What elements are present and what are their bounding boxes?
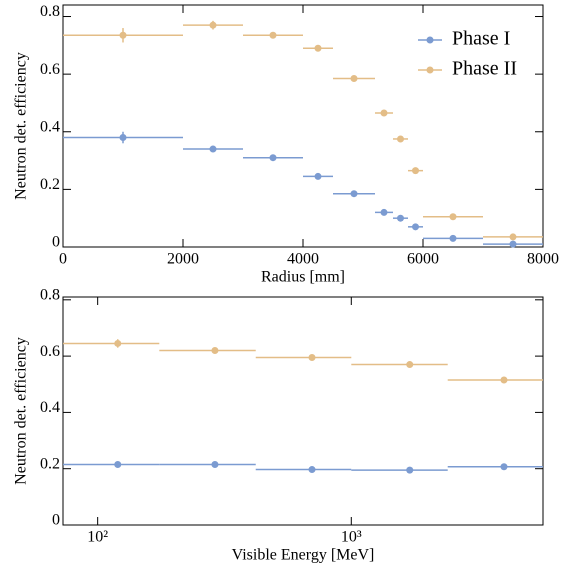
x-tick-label: 6000 <box>407 251 439 268</box>
point <box>119 31 127 39</box>
y-tick-label: 0.2 <box>40 455 60 472</box>
point <box>397 214 404 222</box>
x-tick-label: 2000 <box>167 251 199 268</box>
x-tick-label: 10² <box>87 529 108 546</box>
point <box>350 74 358 82</box>
point <box>211 460 219 468</box>
point <box>500 463 508 471</box>
y-tick-label: 0.4 <box>40 118 60 135</box>
point <box>406 361 414 369</box>
point <box>114 460 122 468</box>
legend-label: Phase I <box>452 28 510 50</box>
point <box>509 240 517 248</box>
y-tick-label: 0 <box>52 512 60 529</box>
point <box>380 208 388 216</box>
y-tick-label: 0.2 <box>40 176 60 193</box>
y-tick-label: 0.6 <box>40 61 60 78</box>
x-tick-label: 8000 <box>527 251 559 268</box>
point <box>209 145 217 153</box>
point <box>449 213 457 221</box>
legend-marker <box>426 36 434 44</box>
x-axis-label: Radius [mm] <box>261 269 345 286</box>
point <box>350 190 358 198</box>
point <box>509 233 517 241</box>
point <box>314 44 322 52</box>
x-tick-label: 0 <box>59 251 67 268</box>
y-tick-label: 0.8 <box>40 286 60 303</box>
point <box>269 154 277 162</box>
x-axis-label: Visible Energy [MeV] <box>232 547 375 564</box>
point <box>308 354 316 362</box>
point <box>380 109 388 117</box>
x-tick-label: 10³ <box>341 529 362 546</box>
point <box>209 21 217 29</box>
point <box>397 135 404 143</box>
point <box>269 31 277 39</box>
y-tick-label: 0 <box>52 234 60 251</box>
point <box>119 134 127 142</box>
point <box>211 346 219 354</box>
y-tick-label: 0.4 <box>40 399 60 416</box>
legend-marker <box>426 66 434 74</box>
y-axis-label: Neutron det. efficiency <box>13 337 30 485</box>
y-tick-label: 0.8 <box>40 3 60 20</box>
point <box>406 466 414 474</box>
point <box>412 223 419 231</box>
point <box>500 376 508 384</box>
point <box>308 466 316 474</box>
point <box>412 167 419 175</box>
point <box>314 172 322 180</box>
y-tick-label: 0.6 <box>40 343 60 360</box>
legend-label: Phase II <box>452 58 517 80</box>
point <box>449 234 457 242</box>
y-axis-label: Neutron det. efficiency <box>13 52 30 200</box>
point <box>114 339 122 347</box>
plot-frame <box>62 296 544 526</box>
x-tick-label: 4000 <box>287 251 319 268</box>
